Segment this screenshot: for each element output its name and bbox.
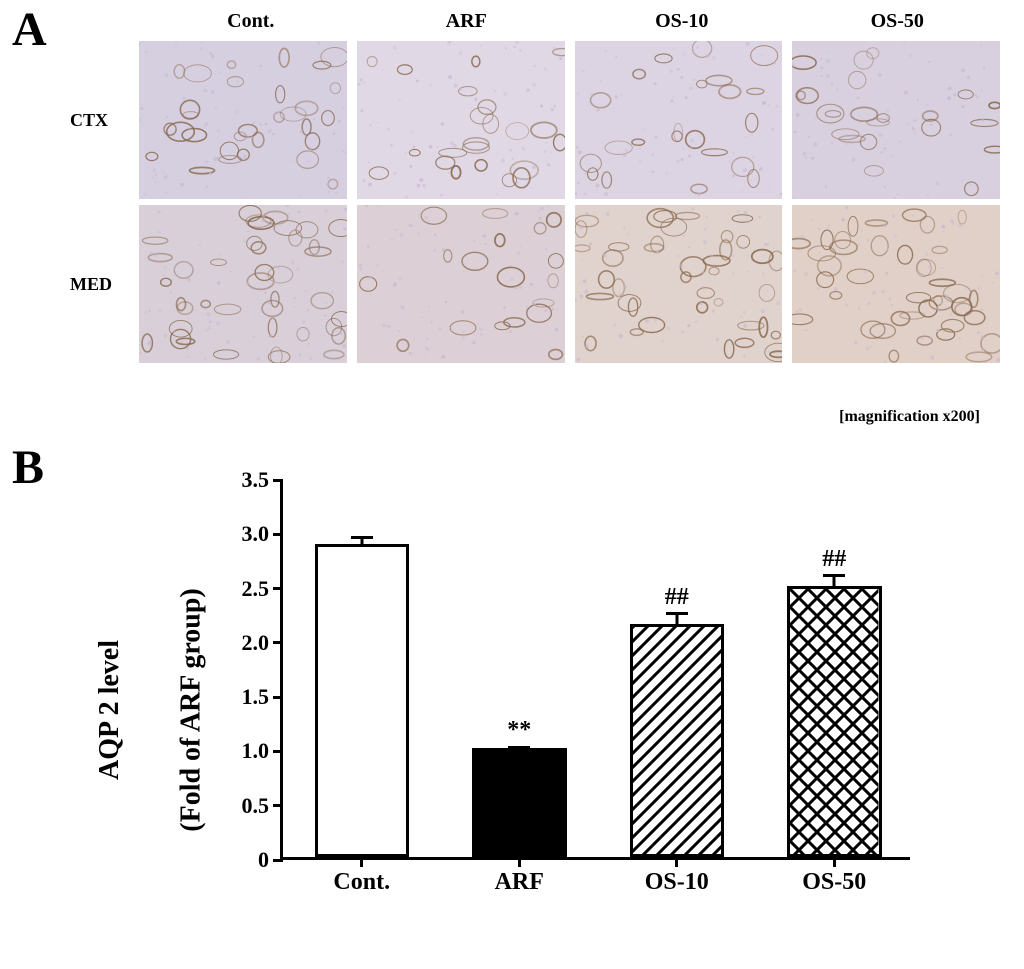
x-tick-label: ARF <box>495 869 544 896</box>
y-tick-label: 0.5 <box>242 793 270 819</box>
y-tick-label: 1.5 <box>242 684 270 710</box>
y-tick <box>273 696 283 699</box>
y-tick <box>273 533 283 536</box>
histology-med-arf <box>357 205 565 363</box>
y-tick <box>273 587 283 590</box>
y-tick <box>273 750 283 753</box>
panel-a-label: A <box>12 2 47 57</box>
bar-cont <box>315 544 410 857</box>
y-tick-label: 1.0 <box>242 738 270 764</box>
histology-med-os10 <box>575 205 783 363</box>
error-bar <box>833 576 836 589</box>
magnification-label: [magnification x200] <box>839 408 980 426</box>
histology-med-os50 <box>792 205 1000 363</box>
bar-annotation: ** <box>507 717 531 744</box>
y-tick <box>273 641 283 644</box>
y-tick-label: 2.0 <box>242 630 270 656</box>
bar-arf <box>472 748 567 857</box>
row-med: MED <box>70 205 1010 363</box>
row-ctx: CTX <box>70 41 1010 199</box>
col-header-os50: OS-50 <box>795 10 1001 33</box>
row-label-med: MED <box>70 274 139 295</box>
bar-annotation: ## <box>822 546 846 573</box>
y-tick-label: 3.0 <box>242 521 270 547</box>
col-header-cont: Cont. <box>148 10 354 33</box>
histology-ctx-cont <box>139 41 347 199</box>
x-tick-label: OS-10 <box>645 869 709 896</box>
y-tick-label: 0 <box>258 847 269 873</box>
histology-med-cont <box>139 205 347 363</box>
x-tick <box>675 857 678 867</box>
y-tick-label: 3.5 <box>242 467 270 493</box>
panel-b-label: B <box>12 440 44 495</box>
error-cap <box>351 536 373 539</box>
histology-ctx-os10 <box>575 41 783 199</box>
panel-b: AQP 2 level (Fold of ARF group) 0 0.5 1.0 1… <box>90 460 960 960</box>
histology-ctx-arf <box>357 41 565 199</box>
col-header-os10: OS-10 <box>579 10 785 33</box>
y-tick <box>273 479 283 482</box>
bar-os-50 <box>787 586 882 857</box>
row-label-ctx: CTX <box>70 110 139 131</box>
plot-region: 00.51.01.52.02.53.03.5Cont.**ARF##OS-10#… <box>280 480 910 860</box>
panel-a-column-headers: Cont. ARF OS-10 OS-50 <box>148 10 1010 33</box>
y-axis-label-1: AQP 2 level <box>94 640 126 780</box>
x-tick-label: OS-50 <box>802 869 866 896</box>
histology-ctx-os50 <box>792 41 1000 199</box>
x-tick <box>518 857 521 867</box>
panel-a: Cont. ARF OS-10 OS-50 CTX MED [magnifica… <box>70 10 1010 369</box>
col-header-arf: ARF <box>364 10 570 33</box>
x-tick <box>360 857 363 867</box>
x-tick-label: Cont. <box>333 869 390 896</box>
chart-area: 0 0.5 1.0 1.5 2.0 2.5 3.0 3.5 Cont. ** ARF ## OS-10 #… <box>220 470 920 900</box>
y-tick <box>273 859 283 862</box>
x-tick <box>833 857 836 867</box>
error-cap <box>666 612 688 615</box>
histology-grid: CTX MED <box>70 41 1010 363</box>
error-cap <box>823 574 845 577</box>
y-tick <box>273 804 283 807</box>
error-cap <box>508 746 530 749</box>
y-tick-label: 2.5 <box>242 576 270 602</box>
y-axis-label-2: (Fold of ARF group) <box>176 588 208 831</box>
bar-os-10 <box>630 624 725 857</box>
error-bar <box>675 614 678 627</box>
bar-annotation: ## <box>665 584 689 611</box>
